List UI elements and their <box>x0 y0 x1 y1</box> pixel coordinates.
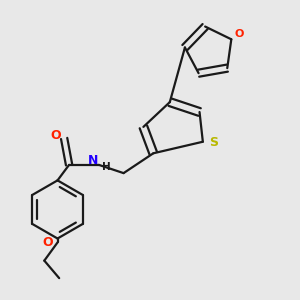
Text: O: O <box>42 236 53 249</box>
Text: O: O <box>235 29 244 39</box>
Text: H: H <box>102 161 110 172</box>
Text: N: N <box>88 154 98 167</box>
Text: S: S <box>209 136 218 149</box>
Text: O: O <box>50 129 61 142</box>
